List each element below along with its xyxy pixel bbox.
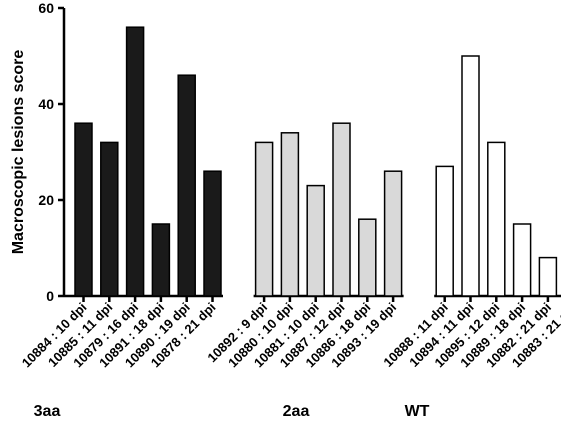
bar	[177, 74, 196, 297]
y-tick-label: 40	[38, 96, 54, 112]
bar	[254, 141, 274, 297]
bar	[151, 223, 171, 297]
bar	[435, 165, 454, 297]
bar	[280, 132, 300, 297]
bar	[306, 184, 325, 297]
bar	[487, 141, 506, 297]
bar	[203, 170, 222, 297]
bar	[100, 141, 119, 297]
bar	[383, 170, 403, 297]
group-label: WT	[405, 403, 430, 420]
bar	[332, 122, 351, 297]
group-label: 3aa	[34, 403, 61, 420]
y-tick-label: 20	[38, 192, 54, 208]
bar	[74, 122, 93, 297]
y-axis-title: Macroscopic lesions score	[10, 50, 27, 255]
group-label: 2aa	[283, 403, 310, 420]
bars	[74, 26, 558, 297]
bar	[358, 218, 377, 297]
bar	[512, 223, 532, 297]
bar	[538, 256, 558, 297]
y-tick-label: 0	[46, 288, 54, 304]
bar	[125, 26, 145, 297]
bar	[461, 55, 480, 297]
y-tick-label: 60	[38, 0, 54, 16]
